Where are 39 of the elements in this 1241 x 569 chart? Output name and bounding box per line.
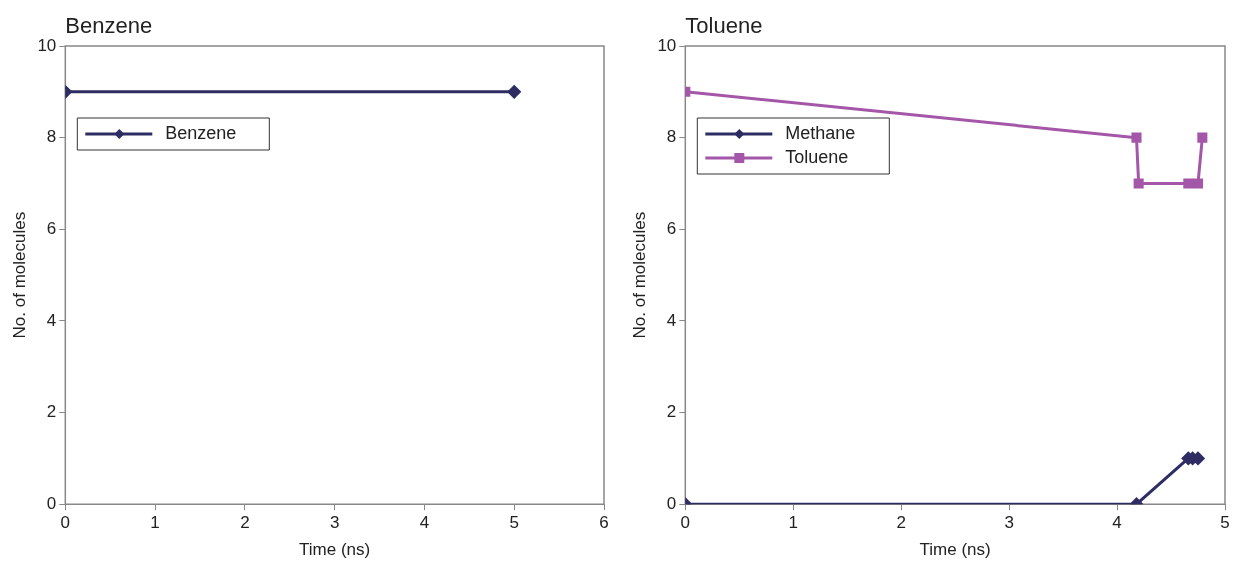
y-tick-label: 2	[666, 402, 677, 422]
point	[1133, 178, 1144, 189]
y-axis-title: No. of molecules	[9, 211, 29, 339]
point	[1131, 132, 1142, 143]
point	[1192, 178, 1204, 189]
x-axis-title: Time (ns)	[299, 540, 371, 560]
x-tick-label: 2	[896, 513, 906, 533]
y-tick-label: 4	[666, 310, 677, 330]
x-tick-label: 4	[1112, 513, 1122, 533]
x-tick-label: 4	[419, 513, 430, 533]
x-tick-label: 6	[599, 513, 609, 533]
point	[1183, 178, 1194, 189]
point	[1197, 132, 1208, 143]
y-axis-title: No. of molecules	[629, 211, 649, 339]
x-tick-label: 1	[150, 513, 160, 533]
x-tick-label: 1	[788, 513, 798, 533]
x-tick-label: 2	[240, 513, 250, 533]
x-tick-label: 0	[60, 513, 71, 533]
x-tick-label: 5	[1220, 513, 1230, 533]
y-tick-label: 8	[46, 127, 57, 147]
y-tick-label: 2	[46, 402, 57, 422]
legend-label: Toluene	[785, 146, 849, 167]
y-tick-label: 0	[46, 493, 57, 513]
y-tick-label: 10	[657, 35, 677, 55]
chart-title: Toluene	[685, 13, 763, 39]
legend-label: Benzene	[165, 122, 237, 143]
x-tick-label: 3	[329, 513, 340, 533]
x-tick-label: 0	[680, 513, 691, 533]
y-tick-label: 0	[666, 493, 677, 513]
x-tick-label: 3	[1004, 513, 1014, 533]
y-tick-label: 10	[37, 35, 57, 55]
x-axis-title: Time (ns)	[919, 540, 991, 560]
y-tick-label: 4	[46, 310, 57, 330]
chart-title: Benzene	[65, 13, 153, 39]
x-tick-label: 5	[509, 513, 519, 533]
y-tick-label: 6	[46, 218, 57, 238]
legend-label: Methane	[785, 122, 856, 143]
y-tick-label: 8	[666, 127, 677, 147]
y-tick-label: 6	[666, 218, 677, 238]
